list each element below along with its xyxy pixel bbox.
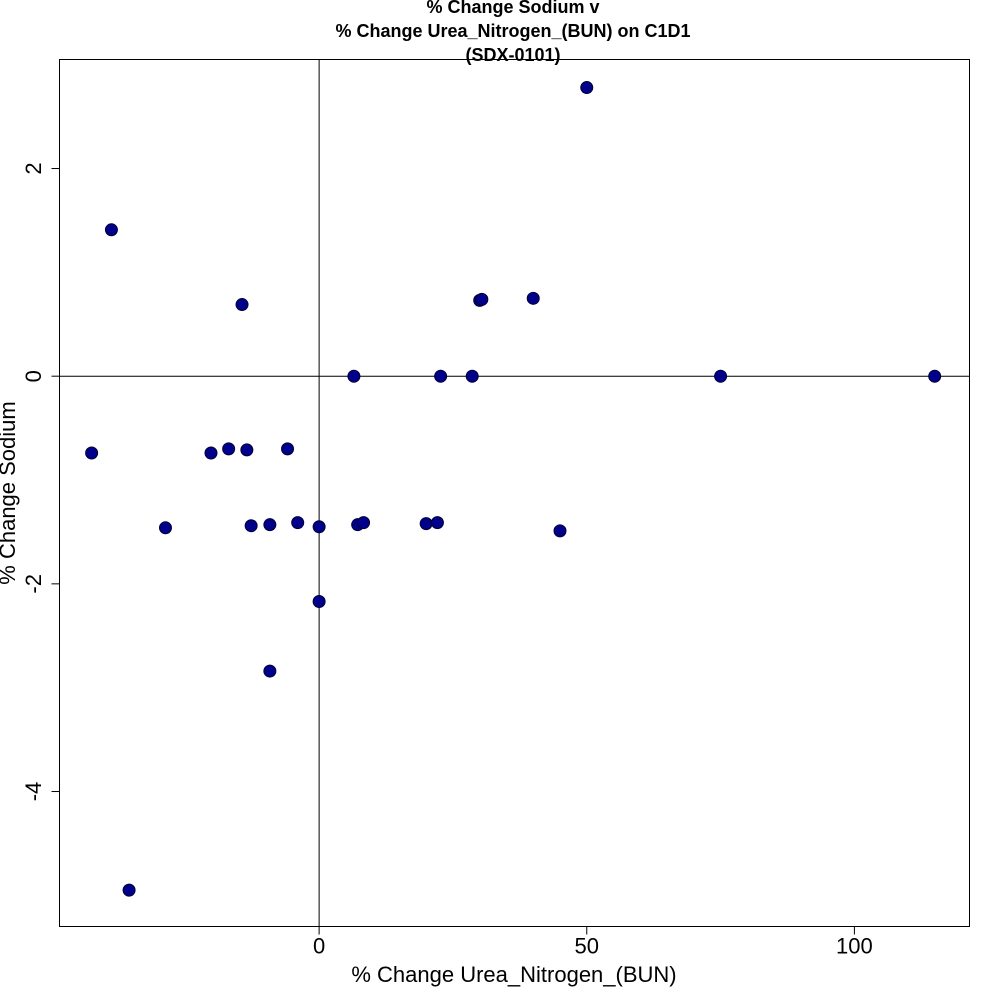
x-tick-label: 0 [313, 934, 325, 959]
data-point [263, 518, 277, 532]
data-point [347, 369, 361, 383]
data-point [580, 81, 594, 95]
data-point [235, 298, 249, 312]
data-point [928, 369, 942, 383]
data-point [104, 223, 118, 237]
data-point [419, 517, 433, 531]
x-tick-label: 50 [575, 934, 599, 959]
data-point [204, 446, 218, 460]
y-tick-label: -4 [21, 782, 46, 802]
data-point [434, 369, 448, 383]
data-point [714, 369, 728, 383]
data-point [263, 664, 277, 678]
x-axis-ticks: 0 50 100 [313, 926, 873, 959]
data-point [222, 442, 236, 456]
data-point [158, 521, 172, 535]
data-points [85, 81, 942, 897]
data-point [475, 292, 489, 306]
data-point [553, 524, 567, 538]
chart-title-line-1: % Change Sodium v [426, 0, 599, 17]
data-point [281, 442, 295, 456]
y-tick-label: 2 [21, 162, 46, 174]
y-tick-label: -2 [21, 574, 46, 594]
data-point [291, 516, 305, 530]
y-axis-ticks: -4 -2 0 2 [21, 162, 60, 801]
data-point [430, 516, 444, 530]
y-tick-label: 0 [21, 370, 46, 382]
x-axis-label: % Change Urea_Nitrogen_(BUN) [351, 962, 676, 987]
chart-title-line-3: (SDX-0101) [465, 45, 560, 65]
data-point [526, 291, 540, 305]
x-tick-label: 100 [836, 934, 873, 959]
reference-lines [59, 59, 970, 927]
y-axis-label: % Change Sodium [0, 401, 20, 584]
data-point [465, 369, 479, 383]
data-point [122, 883, 136, 897]
data-point [312, 595, 326, 609]
data-point [357, 516, 371, 530]
data-point [240, 443, 254, 457]
chart-title-line-2: % Change Urea_Nitrogen_(BUN) on C1D1 [335, 21, 690, 41]
plot-frame [59, 59, 970, 927]
data-point [85, 446, 99, 460]
data-point [312, 520, 326, 534]
data-point [244, 519, 258, 533]
